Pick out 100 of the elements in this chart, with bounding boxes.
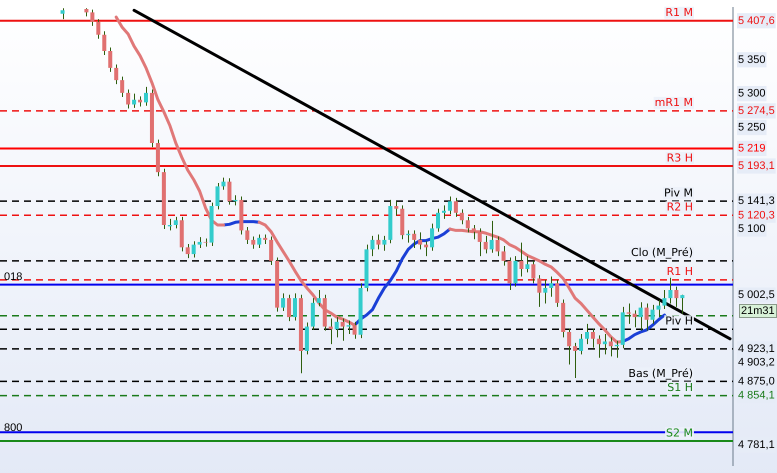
candlestick: [460, 208, 464, 225]
candlestick: [114, 64, 118, 85]
candlestick: [269, 236, 274, 266]
candlestick: [555, 279, 560, 308]
candlestick: [424, 240, 428, 257]
ref-line-label: S1 H: [667, 380, 693, 394]
candlestick: [292, 292, 297, 321]
candlestick: [174, 216, 178, 229]
ref-line-label: S2 M: [666, 426, 693, 440]
y-tick-label: 4 923,1: [738, 342, 775, 355]
candlestick: [370, 235, 374, 257]
candlestick: [454, 197, 458, 218]
y-tick-label: 5 350: [738, 54, 766, 66]
candlestick: [680, 294, 684, 314]
candlestick: [638, 302, 643, 332]
candlestick: [120, 76, 124, 98]
y-tick-label: 5 002,5: [738, 289, 775, 302]
candlestick: [525, 256, 530, 273]
candlestick: [668, 276, 672, 304]
y-tick-label: 5 141,3: [738, 195, 775, 208]
candlestick: [186, 243, 190, 259]
ref-line-label: R2 H: [666, 200, 693, 214]
candlestick: [394, 200, 398, 216]
candlestick: [340, 318, 345, 342]
candlestick: [579, 334, 584, 355]
candlestick: [508, 256, 512, 290]
candlestick: [537, 274, 542, 308]
candlestick: [650, 304, 655, 324]
candlestick: [281, 292, 286, 312]
candlestick: [531, 260, 536, 284]
text: 21m31: [739, 304, 777, 318]
candlestick: [496, 236, 500, 257]
ref-line-label: R1 H: [666, 265, 693, 278]
candlestick: [233, 194, 238, 206]
candlestick: [418, 232, 422, 250]
candlestick: [328, 318, 333, 345]
y-tick-label: 5 407,6: [738, 14, 775, 27]
candlestick: [543, 279, 548, 304]
candlestick: [144, 86, 148, 106]
y-tick-label: 5 300: [738, 88, 766, 100]
candlestick: [412, 230, 416, 249]
candlestick: [245, 226, 250, 244]
candlestick: [108, 47, 112, 72]
ref-line-label: R3 H: [666, 151, 693, 164]
candlestick: [221, 177, 226, 190]
y-tick-label: 5 274,5: [738, 104, 775, 117]
candlestick: [662, 290, 666, 310]
ref-line-label: Clo (M_Pré): [630, 246, 693, 260]
candlestick: [346, 320, 351, 335]
candlestick: [352, 321, 357, 340]
ref-line-label: Piv H: [665, 314, 693, 328]
y-tick-label: 4 854,1: [738, 390, 775, 402]
y-tick-label: 5 219: [738, 142, 766, 154]
candlestick: [376, 234, 380, 250]
candlestick: [502, 245, 506, 266]
candlestick: [192, 240, 196, 258]
candlestick: [227, 178, 232, 206]
ref-line-label: mR1 M: [654, 96, 693, 110]
y-tick-label: 4 781,1: [738, 439, 775, 452]
candlestick: [216, 182, 220, 210]
y-tick-label: 5 100: [738, 223, 766, 236]
candlestick: [287, 294, 292, 322]
candlestick: [644, 303, 649, 332]
ref-line-label: Bas (M_Pré): [628, 366, 693, 380]
candlestick: [519, 242, 524, 277]
y-tick-label: 5 193,1: [738, 160, 775, 172]
candlestick: [96, 18, 100, 40]
candlestick: [490, 220, 494, 254]
candlestick: [656, 300, 661, 318]
candlestick: [567, 328, 572, 365]
candlestick: [251, 236, 256, 250]
candlestick: [126, 89, 130, 110]
candlestick: [448, 196, 452, 215]
candlestick: [132, 93, 136, 108]
candlestick: [436, 208, 440, 232]
candlestick: [584, 323, 590, 345]
candlestick: [442, 204, 446, 220]
candlestick: [257, 234, 262, 249]
y-tick-label: 5 120,3: [738, 209, 775, 222]
ref-line-label: R1 M: [665, 6, 693, 20]
candlestick: [513, 256, 518, 288]
annotation: 018: [4, 271, 22, 283]
candlestick: [466, 216, 470, 233]
candlestick: [549, 276, 554, 298]
candlestick: [316, 290, 321, 307]
candlestick: [602, 334, 607, 355]
candlestick: [90, 9, 94, 26]
candlestick: [478, 228, 482, 257]
candlestick: [430, 223, 434, 252]
candlestick: [596, 334, 601, 358]
candlestick: [198, 236, 202, 249]
candlestick: [138, 96, 142, 107]
candlestick: [674, 286, 678, 308]
y-tick-label: 4 903,2: [738, 356, 775, 368]
candlestick: [334, 316, 339, 338]
candlestick: [382, 235, 386, 252]
annotation: 800: [4, 422, 22, 434]
candlestick: [484, 235, 488, 254]
y-tick-label: 4 875,0: [738, 375, 775, 388]
ref-line-label: Piv M: [664, 186, 693, 200]
